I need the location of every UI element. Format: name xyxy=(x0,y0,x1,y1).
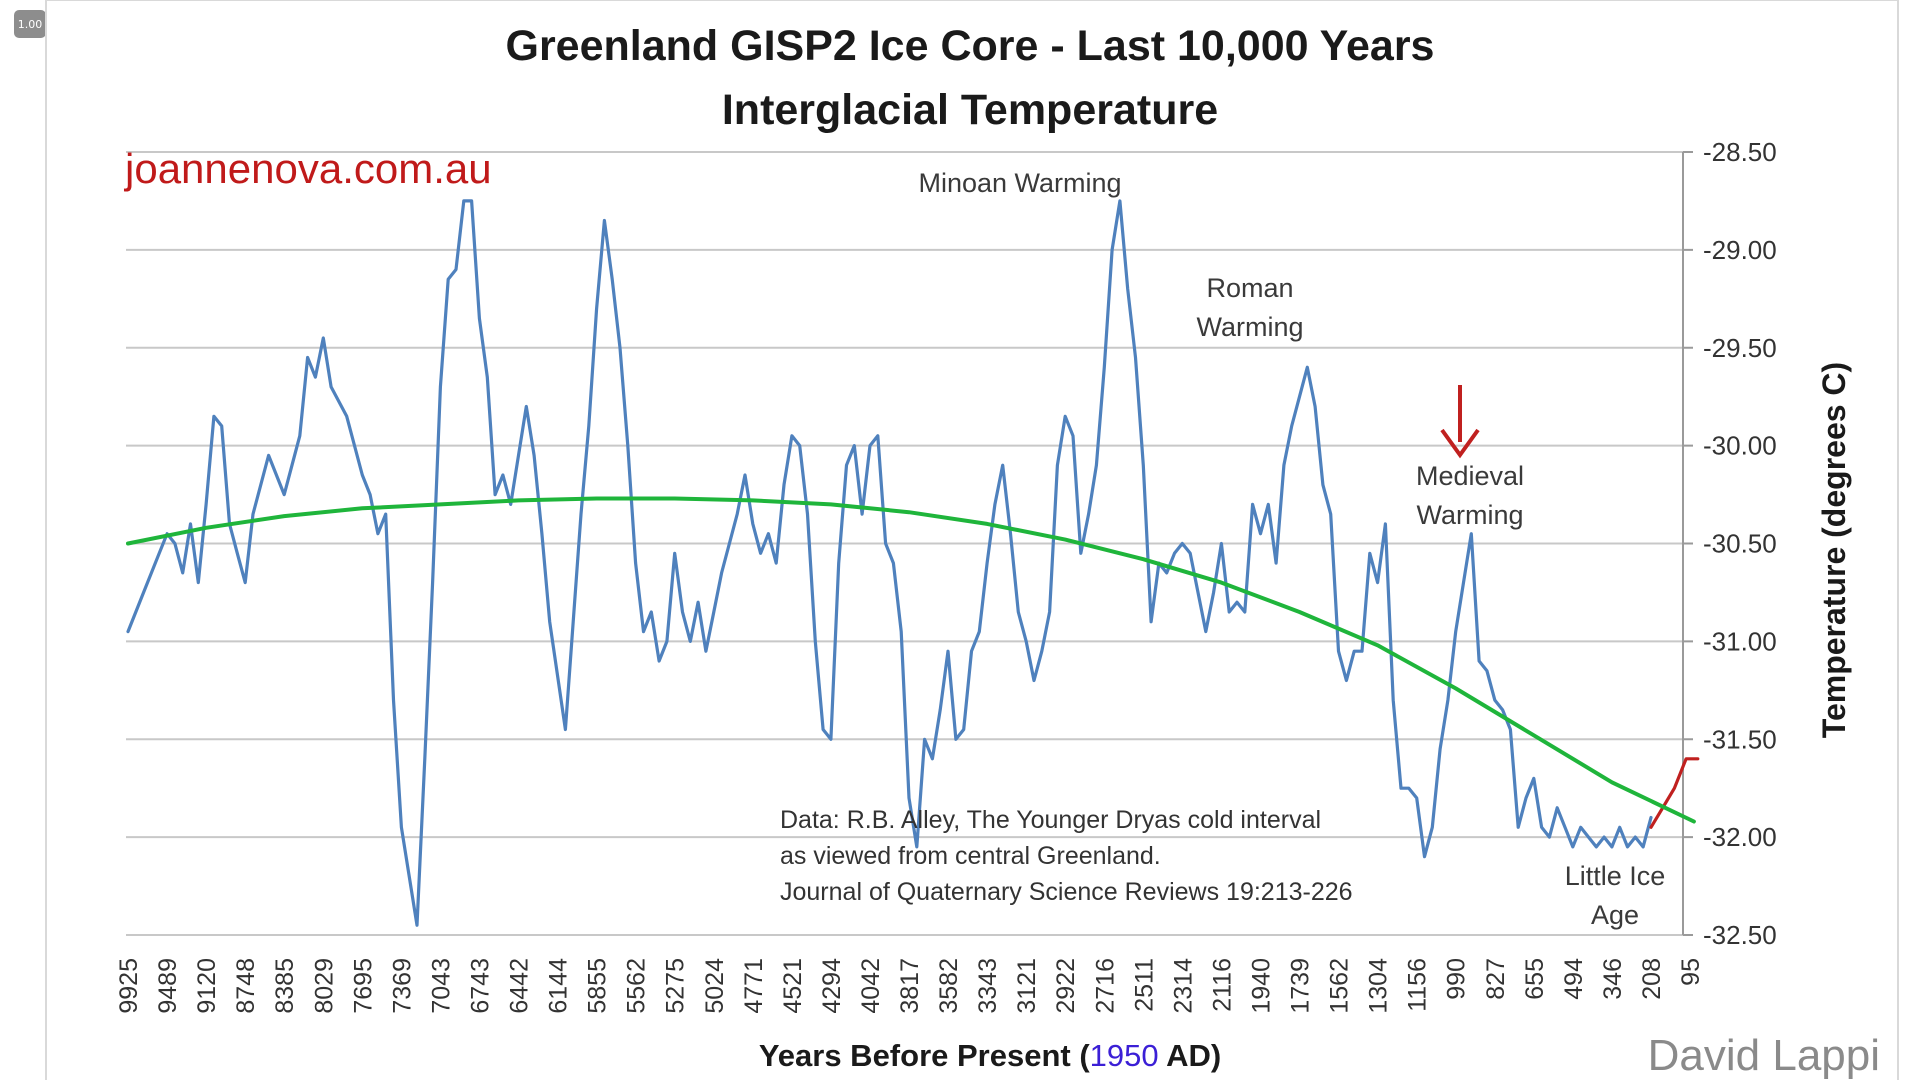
temperature-line xyxy=(126,199,1653,927)
x-tick-label: 6743 xyxy=(466,958,494,1014)
playback-speed-badge[interactable]: 1.00 xyxy=(14,10,46,38)
y-tick-label: -32.00 xyxy=(1703,822,1777,852)
x-tick-label: 95 xyxy=(1677,958,1705,986)
y-axis-label: Temperature (degrees C) xyxy=(1816,362,1852,738)
x-tick-label: 5562 xyxy=(623,958,651,1014)
x-tick-label: 990 xyxy=(1443,958,1471,1000)
x-tick-label: 5275 xyxy=(662,958,690,1014)
x-tick-label: 8748 xyxy=(232,958,260,1014)
y-tick-label: -29.00 xyxy=(1703,235,1777,265)
chart-background xyxy=(45,0,1899,1080)
x-tick-label: 4521 xyxy=(779,958,807,1014)
x-tick-label: 9925 xyxy=(115,958,143,1014)
x-tick-label: 5024 xyxy=(701,958,729,1014)
x-tick-label: 1940 xyxy=(1247,958,1275,1014)
x-tick-label: 1304 xyxy=(1365,958,1393,1014)
medieval-arrow xyxy=(1440,385,1480,459)
x-tick-label: 2116 xyxy=(1208,958,1236,1012)
annotations: Minoan Warming Roman Warming Medieval Warmin… xyxy=(918,168,1665,930)
x-tick-label: 4294 xyxy=(818,958,846,1014)
y-tick-label: -28.50 xyxy=(1703,137,1777,167)
x-tick-label: 4771 xyxy=(740,958,768,1014)
chart-title-line-2: Interglacial Temperature xyxy=(722,86,1218,134)
x-tick-label: 1739 xyxy=(1287,958,1315,1014)
x-tick-label: 2922 xyxy=(1052,958,1080,1014)
x-tick-label: 827 xyxy=(1482,958,1510,1000)
y-tick-label: -31.00 xyxy=(1703,626,1777,656)
annotation-label: Medieval xyxy=(1416,461,1524,491)
annotation-label: Roman xyxy=(1206,273,1293,303)
x-tick-label: 8385 xyxy=(271,958,299,1014)
x-tick-label: 7369 xyxy=(388,958,416,1014)
x-tick-label: 655 xyxy=(1521,958,1549,1000)
x-tick-label: 6442 xyxy=(506,958,534,1014)
x-tick-label: 9120 xyxy=(193,958,221,1014)
source-note: Data: R.B. Alley, The Younger Dryas cold… xyxy=(780,806,1353,906)
annotation-label: Little Ice xyxy=(1565,861,1666,891)
x-tick-label: 5855 xyxy=(584,958,612,1014)
annotation-label: Warming xyxy=(1416,500,1523,530)
x-tick-label: 1562 xyxy=(1326,958,1354,1014)
x-tick-label: 2716 xyxy=(1091,958,1119,1014)
chart-title-line-1: Greenland GISP2 Ice Core - Last 10,000 Y… xyxy=(506,22,1435,70)
y-tick-label: -29.50 xyxy=(1703,333,1777,363)
x-tick-label: 3343 xyxy=(974,958,1002,1014)
x-tick-label: 9489 xyxy=(154,958,182,1014)
source-note-line: Journal of Quaternary Science Reviews 19… xyxy=(780,878,1353,906)
x-tick-label: 346 xyxy=(1599,958,1627,1000)
x-axis-label-prefix: Years Before Present ( xyxy=(759,1038,1091,1073)
x-tick-label: 3582 xyxy=(935,958,963,1014)
y-tick-label: -32.50 xyxy=(1703,920,1777,950)
x-tick-label: 2511 xyxy=(1130,958,1158,1012)
x-tick-label: 3121 xyxy=(1013,958,1041,1014)
x-tick-label: 1156 xyxy=(1404,958,1432,1012)
x-axis-label: Years Before Present (1950 AD) xyxy=(759,1038,1221,1073)
x-tick-label: 208 xyxy=(1638,958,1666,1000)
x-tick-label: 3817 xyxy=(896,958,924,1014)
y-axis-ticks: -28.50 -29.00 -29.50 -30.00 -30.50 -31.00 -31.… xyxy=(1703,137,1777,950)
x-tick-label: 8029 xyxy=(310,958,338,1014)
series-lines xyxy=(126,199,1700,927)
x-tick-label: 494 xyxy=(1560,958,1588,1000)
arrow-head xyxy=(1440,428,1480,459)
recent-temperature-line xyxy=(1649,757,1700,829)
x-axis-label-year: 1950 xyxy=(1090,1038,1159,1073)
x-tick-label: 2314 xyxy=(1169,958,1197,1014)
y-tick-label: -30.50 xyxy=(1703,529,1777,559)
y-tick-label: -31.50 xyxy=(1703,724,1777,754)
x-tick-label: 6144 xyxy=(545,958,573,1014)
annotation-label: Warming xyxy=(1196,312,1303,342)
source-note-line: as viewed from central Greenland. xyxy=(780,842,1161,870)
annotation-label: Age xyxy=(1591,900,1639,930)
x-axis-ticks: 9925 9489 9120 8748 8385 8029 7695 7369 7043 6743… xyxy=(115,958,1705,1014)
x-tick-label: 4042 xyxy=(857,958,885,1014)
x-tick-label: 7695 xyxy=(349,958,377,1014)
trend-line xyxy=(126,496,1696,824)
annotation-label: Minoan Warming xyxy=(918,168,1121,198)
x-tick-label: 7043 xyxy=(427,958,455,1014)
y-tick-label: -30.00 xyxy=(1703,431,1777,461)
credit-text: David Lappi xyxy=(1648,1031,1880,1080)
source-note-line: Data: R.B. Alley, The Younger Dryas cold… xyxy=(780,806,1321,834)
watermark-text: joannenova.com.au xyxy=(123,145,492,192)
x-axis-label-suffix: AD) xyxy=(1159,1038,1222,1073)
